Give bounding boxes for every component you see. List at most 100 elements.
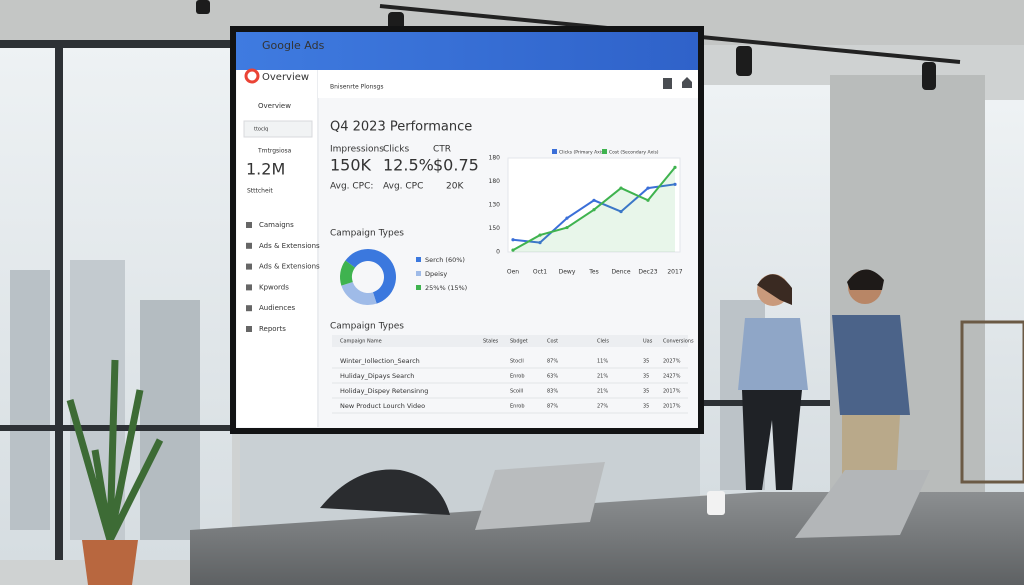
point bbox=[565, 216, 569, 220]
y-tick-label: 180 bbox=[489, 178, 501, 185]
metric-sub: Avg. CPC: bbox=[330, 182, 373, 192]
table-cell: New Product Lourch Video bbox=[340, 402, 425, 410]
point bbox=[592, 198, 596, 202]
donut-segment bbox=[341, 281, 377, 305]
metric-sub: 20K bbox=[446, 182, 464, 192]
x-tick-label: Oen bbox=[507, 269, 519, 276]
y-tick-label: 150 bbox=[489, 225, 501, 232]
table-header: Campaign Name bbox=[340, 339, 382, 345]
table-cell: 21% bbox=[597, 389, 608, 395]
table-cell: 63% bbox=[547, 374, 558, 380]
table-cell: 27% bbox=[597, 404, 608, 410]
sidebar-title: Overview bbox=[262, 72, 309, 83]
y-tick-label: 180 bbox=[489, 155, 501, 162]
table-header: Stales bbox=[483, 339, 499, 345]
y-tick-label: 0 bbox=[496, 249, 500, 256]
table-header: Sbdget bbox=[510, 339, 528, 345]
table-header-bg bbox=[332, 335, 688, 347]
table-cell: 35 bbox=[643, 374, 649, 380]
legend-label: 25%% (15%) bbox=[425, 284, 467, 292]
table-cell: Enrob bbox=[510, 404, 525, 410]
legend-label: Serch (60%) bbox=[425, 256, 465, 264]
x-tick-label: Dence bbox=[611, 269, 630, 276]
metric-value: $0.75 bbox=[433, 156, 479, 175]
legend-swatch bbox=[416, 271, 421, 276]
table-cell: 2017% bbox=[663, 404, 681, 410]
donut-segment bbox=[345, 248, 397, 304]
man-hair bbox=[847, 269, 884, 290]
metric-label: Clicks bbox=[383, 145, 409, 155]
spotlight bbox=[196, 0, 210, 14]
table-cell: 35 bbox=[643, 404, 649, 410]
window-frame bbox=[55, 40, 63, 560]
nav-item: Kpwords bbox=[259, 283, 289, 291]
table-header: Uas bbox=[643, 339, 653, 345]
nav-icon bbox=[246, 222, 252, 228]
table-cell: 87% bbox=[547, 404, 558, 410]
table-cell: 2427% bbox=[663, 374, 681, 380]
point bbox=[646, 198, 650, 202]
x-tick-label: Oct1 bbox=[533, 269, 547, 276]
point bbox=[565, 225, 569, 230]
point bbox=[619, 209, 623, 214]
woman-hair bbox=[757, 274, 792, 305]
point bbox=[646, 186, 650, 190]
stat-value: 1.2M bbox=[246, 160, 285, 179]
woman-pants bbox=[742, 390, 802, 490]
table-cell: 2027% bbox=[663, 359, 681, 365]
x-tick-label: Dec23 bbox=[638, 269, 657, 276]
legend-label: Clicks (Primary Axis) bbox=[559, 150, 605, 156]
google-icon bbox=[244, 68, 260, 84]
nav-item: Ads & Extensions bbox=[259, 242, 320, 250]
mug bbox=[707, 491, 725, 515]
laptop bbox=[795, 470, 930, 538]
shelf bbox=[960, 320, 1024, 484]
metric-value: 12.5% bbox=[383, 156, 434, 175]
brand: Google Ads bbox=[262, 39, 325, 52]
table-header: Cost bbox=[547, 339, 558, 345]
table-header: Conversions bbox=[663, 339, 694, 345]
nav-icon bbox=[246, 305, 252, 312]
metric-label: Impressions bbox=[330, 145, 384, 155]
breadcrumb: Bnisenrte Plonsgs bbox=[330, 84, 383, 91]
window-right bbox=[985, 100, 1024, 500]
point bbox=[673, 165, 677, 169]
nav-item: Reports bbox=[259, 325, 286, 333]
spotlight bbox=[736, 46, 752, 76]
donut-segment bbox=[340, 260, 356, 286]
table-cell: Holiday_Dispey Retensinng bbox=[340, 387, 428, 395]
legend-swatch bbox=[416, 257, 421, 262]
point bbox=[592, 208, 596, 212]
window-frame bbox=[0, 40, 232, 48]
table-cell: Enrob bbox=[510, 374, 525, 380]
legend-label: Dpeisy bbox=[425, 270, 447, 278]
point bbox=[619, 186, 623, 190]
pot bbox=[82, 540, 138, 585]
table-cell: Scoill bbox=[510, 389, 523, 395]
point bbox=[673, 182, 677, 186]
building bbox=[10, 270, 50, 530]
plant bbox=[66, 359, 164, 542]
table-cell: Stocll bbox=[510, 359, 524, 365]
nav-item: Camaigns bbox=[259, 221, 294, 229]
top-bar bbox=[236, 32, 698, 70]
stat-label: Tmtrgsiosa bbox=[257, 148, 292, 155]
page-title: Q4 2023 Performance bbox=[330, 120, 472, 135]
metric-label: CTR bbox=[433, 145, 451, 155]
nav-icon bbox=[246, 242, 252, 249]
point bbox=[511, 238, 515, 242]
nav-item: Overview bbox=[258, 102, 291, 110]
man-shirt bbox=[832, 315, 910, 415]
x-tick-label: 2017 bbox=[667, 269, 682, 276]
x-tick-label: Dewy bbox=[559, 269, 576, 276]
table-cell: Winter_Iollection_Search bbox=[340, 357, 420, 365]
table-cell: 11% bbox=[597, 359, 608, 365]
donut-title: Campaign Types bbox=[330, 229, 404, 239]
legend-swatch bbox=[602, 149, 607, 154]
nav-icon bbox=[246, 284, 252, 291]
legend-label: Cost (Secondary Axis) bbox=[609, 150, 659, 156]
legend-swatch bbox=[552, 149, 557, 154]
table-cell: 21% bbox=[597, 374, 608, 380]
building bbox=[140, 300, 200, 540]
nav-icon bbox=[246, 326, 252, 332]
